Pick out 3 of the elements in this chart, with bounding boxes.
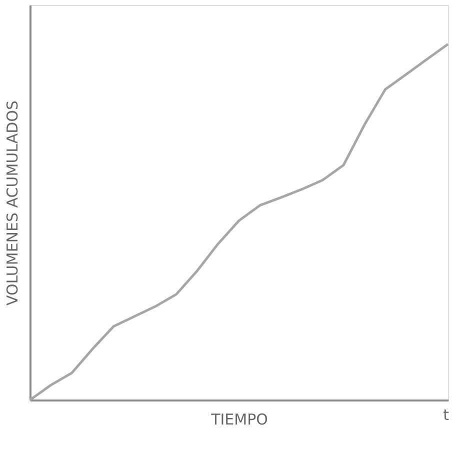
y-axis-title: VOLUMENES ACUMULADOS: [4, 100, 22, 306]
text: t: [443, 406, 450, 424]
x-axis-title: TIEMPO: [210, 410, 268, 428]
